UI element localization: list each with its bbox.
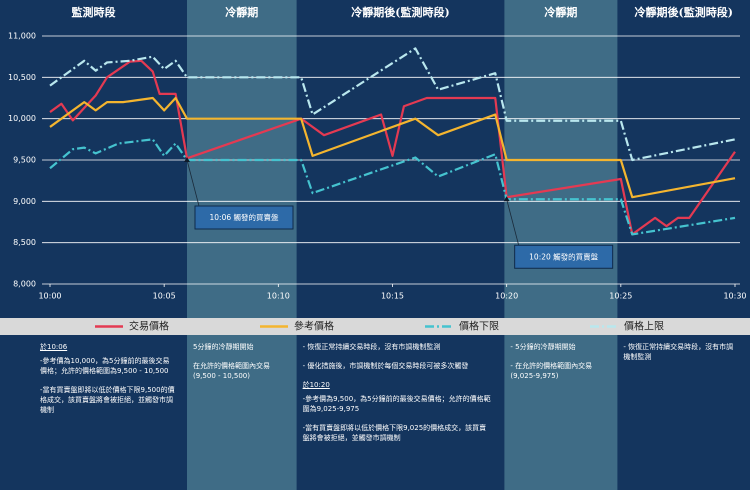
note-text: - 5分鐘的冷靜期開始	[510, 343, 576, 351]
legend-label: 交易價格	[129, 320, 169, 333]
y-tick-label: 8,000	[13, 280, 36, 289]
y-tick-label: 8,500	[13, 238, 36, 247]
note-text: 5分鐘的冷靜期開始	[193, 343, 254, 351]
x-tick-label: 10:25	[609, 292, 632, 301]
period-header: 冷靜期	[225, 5, 258, 19]
x-tick-label: 10:15	[381, 292, 404, 301]
note-text: - 恢復正常持續交易時段，沒有市調機制監測	[302, 343, 441, 351]
note-text: 於10:20	[302, 381, 330, 389]
period-band	[187, 0, 297, 490]
period-header: 冷靜期後(監測時段)	[634, 5, 732, 19]
annotation-leader	[186, 159, 200, 207]
period-notes: - 恢復正常持續交易時段，沒有市調機制監測	[623, 342, 738, 371]
annotation-box	[194, 205, 294, 230]
y-tick-label: 9,500	[13, 156, 36, 165]
annotation-marker	[184, 157, 190, 162]
period-notes: - 5分鐘的冷靜期開始 - 在允許的價格範圍內交易(9,025-9,975)	[510, 342, 605, 390]
x-tick-label: 10:20	[495, 292, 518, 301]
y-tick-label: 10,000	[8, 114, 36, 123]
note-text: -參考價為10,000，為5分鐘前的最後交易價格；允許的價格範圍為9,500 -…	[40, 357, 170, 375]
legend-bar	[0, 318, 750, 335]
note-text: - 在允許的價格範圍內交易(9,025-9,975)	[510, 362, 593, 380]
series-line	[49, 59, 736, 236]
note-text: -當有買賣盤即將以低於價格下限9,500的價格成交，該買賣盤將會被拒絕，並觸發市…	[40, 386, 175, 414]
y-tick-label: 11,000	[8, 32, 36, 41]
note-text: - 恢復正常持續交易時段，沒有市調機制監測	[623, 343, 734, 361]
legend-label: 參考價格	[294, 320, 334, 333]
period-notes: - 恢復正常持續交易時段，沒有市調機制監測 - 優化措施後，市調機制於每個交易時段…	[303, 342, 493, 452]
annotation-text: 10:20 觸發的買賣盤	[529, 251, 598, 261]
period-notes: 於10:06 -參考價為10,000，為5分鐘前的最後交易價格；允許的價格範圍為9…	[40, 342, 175, 424]
series-line	[49, 47, 736, 162]
legend-label: 價格下限	[459, 320, 499, 333]
note-text: - 優化措施後，市調機制於每個交易時段可被多次觸發	[302, 362, 469, 370]
period-header: 監測時段	[72, 5, 116, 19]
note-text: -參考價為9,500，為5分鐘前的最後交易價格；允許的價格範圍為9,025-9,…	[302, 395, 491, 413]
legend-label: 價格上限	[624, 320, 664, 333]
x-tick-label: 10:30	[723, 292, 746, 301]
note-text: 在允許的價格範圍內交易(9,500 - 10,500)	[193, 362, 270, 380]
annotation-leader	[506, 199, 520, 246]
x-tick-label: 10:10	[267, 292, 290, 301]
annotation-marker	[503, 196, 510, 202]
annotation-box	[514, 244, 614, 269]
period-header: 冷靜期	[544, 5, 577, 19]
note-text: -當有買賣盤即將以低於價格下限9,025的價格成交，該買賣盤將會被拒絕，並觸發市…	[302, 424, 487, 442]
note-text: 於10:06	[40, 343, 68, 351]
series-line	[49, 138, 736, 236]
period-notes: 5分鐘的冷靜期開始在允許的價格範圍內交易(9,500 - 10,500)	[193, 342, 285, 390]
y-tick-label: 10,500	[8, 73, 36, 82]
series-line	[49, 96, 736, 199]
annotation-text: 10:06 觸發的買賣盤	[210, 212, 279, 222]
y-tick-label: 9,000	[13, 197, 36, 206]
x-tick-label: 10:00	[38, 292, 61, 301]
x-tick-label: 10:05	[153, 292, 176, 301]
period-header: 冷靜期後(監測時段)	[351, 5, 449, 19]
